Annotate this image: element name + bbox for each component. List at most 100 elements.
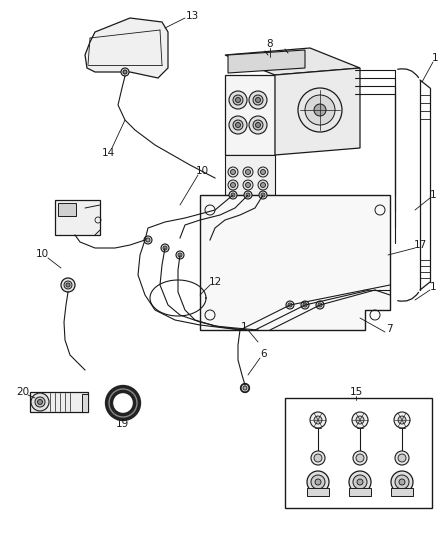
Circle shape bbox=[229, 191, 237, 199]
Circle shape bbox=[349, 471, 371, 493]
Circle shape bbox=[288, 303, 292, 307]
Circle shape bbox=[261, 169, 265, 174]
Circle shape bbox=[244, 191, 252, 199]
Circle shape bbox=[229, 91, 247, 109]
Bar bbox=[30, 392, 88, 412]
Circle shape bbox=[246, 169, 251, 174]
Circle shape bbox=[298, 88, 342, 132]
Circle shape bbox=[311, 451, 325, 465]
Circle shape bbox=[253, 120, 263, 130]
Circle shape bbox=[305, 95, 335, 125]
Text: 6: 6 bbox=[261, 349, 267, 359]
Bar bbox=[285, 398, 432, 508]
Circle shape bbox=[230, 169, 236, 174]
Circle shape bbox=[353, 475, 367, 489]
Circle shape bbox=[352, 412, 368, 428]
Circle shape bbox=[178, 253, 182, 257]
Text: 19: 19 bbox=[115, 419, 129, 429]
Circle shape bbox=[307, 471, 329, 493]
Circle shape bbox=[241, 384, 249, 392]
Text: 1: 1 bbox=[432, 53, 438, 63]
Bar bbox=[349, 488, 371, 496]
Bar bbox=[55, 200, 100, 235]
Circle shape bbox=[394, 412, 410, 428]
Circle shape bbox=[258, 167, 268, 177]
Circle shape bbox=[249, 91, 267, 109]
Circle shape bbox=[31, 393, 49, 411]
Circle shape bbox=[398, 454, 406, 462]
Circle shape bbox=[243, 180, 253, 190]
Circle shape bbox=[315, 479, 321, 485]
Circle shape bbox=[303, 303, 307, 307]
Circle shape bbox=[228, 167, 238, 177]
Circle shape bbox=[246, 193, 250, 197]
Circle shape bbox=[176, 251, 184, 259]
Polygon shape bbox=[225, 48, 360, 75]
Circle shape bbox=[243, 386, 247, 390]
Circle shape bbox=[243, 167, 253, 177]
Circle shape bbox=[286, 301, 294, 309]
Circle shape bbox=[253, 95, 263, 105]
Text: 1: 1 bbox=[430, 282, 436, 292]
Text: 12: 12 bbox=[208, 277, 222, 287]
Circle shape bbox=[255, 123, 261, 127]
Circle shape bbox=[146, 238, 150, 242]
Circle shape bbox=[357, 479, 363, 485]
Bar bbox=[58, 203, 76, 216]
Circle shape bbox=[231, 193, 235, 197]
Circle shape bbox=[61, 278, 75, 292]
Bar bbox=[391, 488, 413, 496]
Circle shape bbox=[318, 303, 322, 307]
Text: 1: 1 bbox=[241, 322, 247, 332]
Circle shape bbox=[353, 451, 367, 465]
Circle shape bbox=[314, 104, 326, 116]
Circle shape bbox=[236, 123, 240, 127]
Circle shape bbox=[64, 281, 72, 289]
Circle shape bbox=[314, 454, 322, 462]
Text: 10: 10 bbox=[195, 166, 208, 176]
Polygon shape bbox=[85, 18, 168, 78]
Circle shape bbox=[314, 416, 322, 424]
Text: 15: 15 bbox=[350, 387, 363, 397]
Circle shape bbox=[310, 412, 326, 428]
Circle shape bbox=[66, 283, 70, 287]
Circle shape bbox=[246, 182, 251, 188]
Bar bbox=[307, 488, 329, 496]
Circle shape bbox=[398, 416, 406, 424]
Text: 13: 13 bbox=[185, 11, 198, 21]
Circle shape bbox=[121, 68, 129, 76]
Text: 20: 20 bbox=[17, 387, 29, 397]
Circle shape bbox=[144, 236, 152, 244]
Polygon shape bbox=[200, 195, 390, 330]
Circle shape bbox=[35, 397, 45, 407]
Circle shape bbox=[163, 246, 167, 250]
Circle shape bbox=[391, 471, 413, 493]
Text: 1: 1 bbox=[430, 190, 436, 200]
Bar bbox=[82, 394, 88, 412]
Circle shape bbox=[258, 180, 268, 190]
Circle shape bbox=[38, 400, 42, 405]
Circle shape bbox=[236, 98, 240, 102]
Circle shape bbox=[316, 301, 324, 309]
Circle shape bbox=[356, 416, 364, 424]
Circle shape bbox=[123, 70, 127, 74]
Text: 7: 7 bbox=[386, 324, 392, 334]
Circle shape bbox=[356, 454, 364, 462]
Polygon shape bbox=[228, 50, 305, 73]
Circle shape bbox=[395, 451, 409, 465]
Circle shape bbox=[229, 116, 247, 134]
Polygon shape bbox=[225, 75, 275, 155]
Circle shape bbox=[228, 180, 238, 190]
Circle shape bbox=[259, 191, 267, 199]
Circle shape bbox=[261, 193, 265, 197]
Circle shape bbox=[399, 479, 405, 485]
Circle shape bbox=[261, 182, 265, 188]
Circle shape bbox=[233, 95, 243, 105]
Circle shape bbox=[249, 116, 267, 134]
Text: 10: 10 bbox=[35, 249, 49, 259]
Circle shape bbox=[395, 475, 409, 489]
Circle shape bbox=[233, 120, 243, 130]
Text: 8: 8 bbox=[267, 39, 273, 49]
Text: 14: 14 bbox=[101, 148, 115, 158]
Circle shape bbox=[311, 475, 325, 489]
